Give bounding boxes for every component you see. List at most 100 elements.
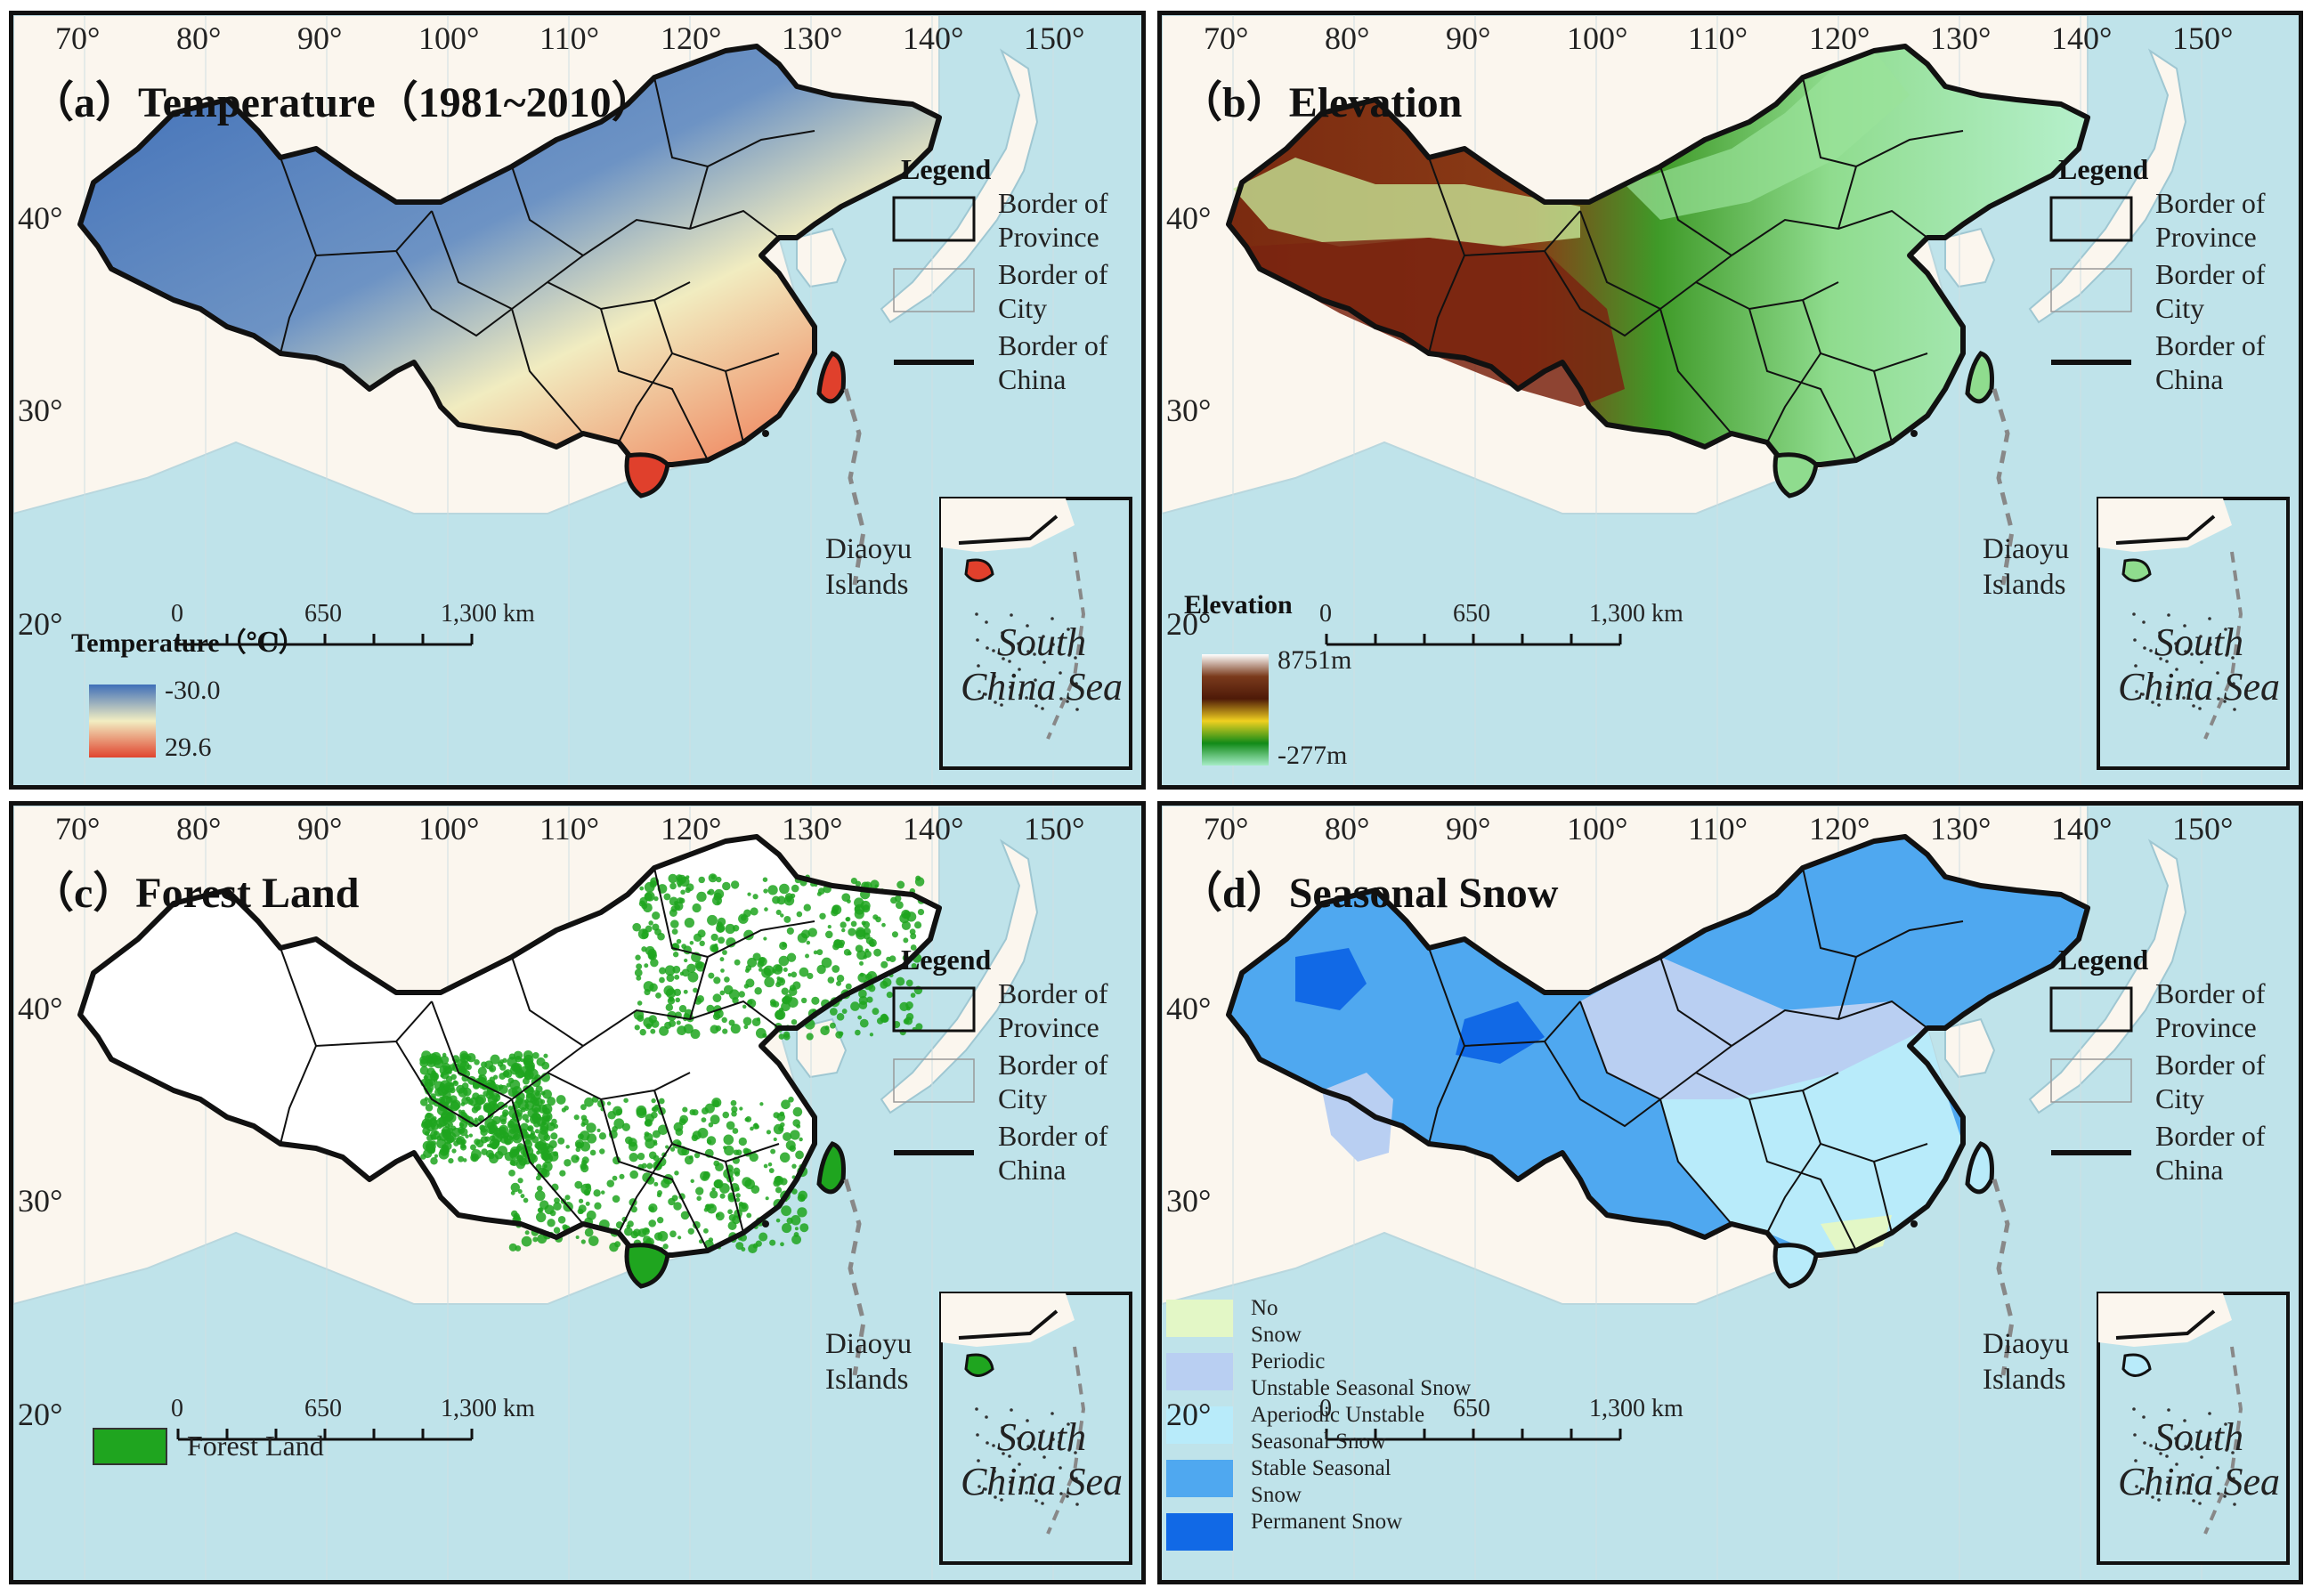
panel-forest-land: （c）Forest Land 70° 80° 90° 100° 110° 120° 130° 1… [9,801,1146,1584]
diaoyu-islands-label: Diaoyu Islands [1983,533,2070,601]
snow-legend-label: No Snow [1251,1296,1302,1347]
scale-zero: 0 [1319,600,1332,628]
scale-zero: 0 [1319,1395,1332,1422]
legend-province-label: Border of Province [2155,187,2266,253]
diaoyu-dot [762,1220,769,1227]
longitude-tick: 150° [2172,20,2234,56]
snow-swatch [1166,1353,1233,1390]
longitude-tick: 130° [1930,20,1992,56]
legend-province-label: Border of Province [998,977,1108,1043]
scale-end: 1,300 km [1589,600,1683,628]
north-plain [1625,51,1910,220]
snow-legend-label: Aperiodic Unstable Seasonal Snow [1251,1403,1425,1454]
longitude-tick: 130° [782,811,843,847]
longitude-tick: 100° [1567,20,1628,56]
colorbar-min-label: 29.6 [165,733,212,762]
snow-zone-permanent-1 [1295,948,1367,1010]
taiwan-island [1965,1141,1994,1195]
china-border [1226,44,2090,467]
scale-bar [176,1429,474,1441]
taiwan-island [1965,351,1994,404]
panel-elevation: （b）Elevation 70° 80° 90° 100° 110° 120° 130° 140… [1157,11,2303,790]
longitude-tick: 70° [55,20,101,56]
china-border [77,834,942,1258]
longitude-tick: 140° [2051,20,2113,56]
taiwan-island [816,351,846,404]
longitude-tick: 80° [176,811,222,847]
tibet-plateau [1246,238,1625,407]
korea [1944,1017,1996,1079]
diaoyu-islands-label: Diaoyu Islands [825,1328,913,1396]
diaoyu-dot [1910,1220,1918,1227]
nine-dash-line [1992,388,2015,586]
scale-mid: 650 [1453,1395,1490,1422]
latitude-tick: 40° [18,200,63,236]
south-china-sea-label: South China Sea [960,620,1124,709]
taiwan-island [816,1141,846,1195]
longitude-tick: 130° [1930,811,1992,847]
legend-title: Legend [2058,153,2149,185]
hainan-island [624,1243,670,1289]
longitude-tick: 100° [418,811,480,847]
legend-china-label: Border of China [2155,329,2266,395]
diaoyu-islands-label: Diaoyu Islands [825,533,913,601]
legend-title: Legend [901,944,992,976]
forest-swatch [93,1428,167,1465]
diaoyu-dot [1910,430,1918,437]
longitude-tick: 150° [1024,811,1085,847]
longitude-tick: 90° [1446,20,1491,56]
legend-title: Legend [2058,944,2149,976]
panel-title: （d）Seasonal Snow [1180,870,1559,917]
longitude-tick: 70° [55,811,101,847]
legend-china-label: Border of China [2155,1120,2266,1186]
diaoyu-dot [762,430,769,437]
longitude-tick: 90° [1446,811,1491,847]
longitude-tick: 120° [661,811,722,847]
legend-swatch-province [2049,986,2133,1033]
scale-zero: 0 [171,1395,183,1422]
longitude-tick: 140° [903,811,964,847]
snow-swatch [1166,1300,1233,1337]
colorbar [89,685,156,757]
scale-end: 1,300 km [441,1395,535,1422]
snow-legend-label: Periodic Unstable Seasonal Snow [1251,1349,1472,1400]
latitude-tick: 20° [1166,1397,1212,1432]
map-canvas [1162,806,2299,1580]
colorbar-min-label: -277m [1278,741,1348,770]
legend-swatch-province [892,986,976,1033]
scale-end: 1,300 km [1589,1395,1683,1422]
latitude-tick: 30° [18,1183,63,1219]
diaoyu-islands-label: Diaoyu Islands [1983,1328,2070,1396]
latitude-tick: 30° [1166,1183,1212,1219]
longitude-tick: 100° [418,20,480,56]
legend-swatch-province [892,196,976,242]
legend-city-label: Border of City [2155,258,2266,324]
longitude-tick: 140° [2051,811,2113,847]
scale-mid: 650 [304,1395,342,1422]
snow-swatch [1166,1460,1233,1497]
longitude-tick: 110° [1688,811,1748,847]
map-canvas [1162,15,2299,785]
south-china-sea-label: South China Sea [2117,1415,2281,1503]
latitude-tick: 30° [1166,393,1212,428]
longitude-tick: 120° [661,20,722,56]
longitude-tick: 70° [1204,20,1249,56]
nine-dash-line [843,388,866,586]
legend-china-label: Border of China [998,329,1108,395]
nine-dash-line [843,1179,866,1376]
forest-patches [419,873,926,1254]
china-border [77,44,942,467]
forest-legend-label: Forest Land [187,1430,324,1462]
legend-city-label: Border of City [998,1049,1108,1114]
china-fill [1229,46,2088,465]
china-border [1226,834,2090,1258]
japan [2028,48,2187,324]
nine-dash-line [1992,1179,2015,1376]
scale-end: 1,300 km [441,600,535,628]
longitude-tick: 90° [297,20,343,56]
legend-province-label: Border of Province [2155,977,2266,1043]
province-borders [1428,77,1964,461]
scale-bar [176,634,474,646]
snow-zone-periodic [1580,957,1927,1099]
longitude-tick: 70° [1204,811,1249,847]
